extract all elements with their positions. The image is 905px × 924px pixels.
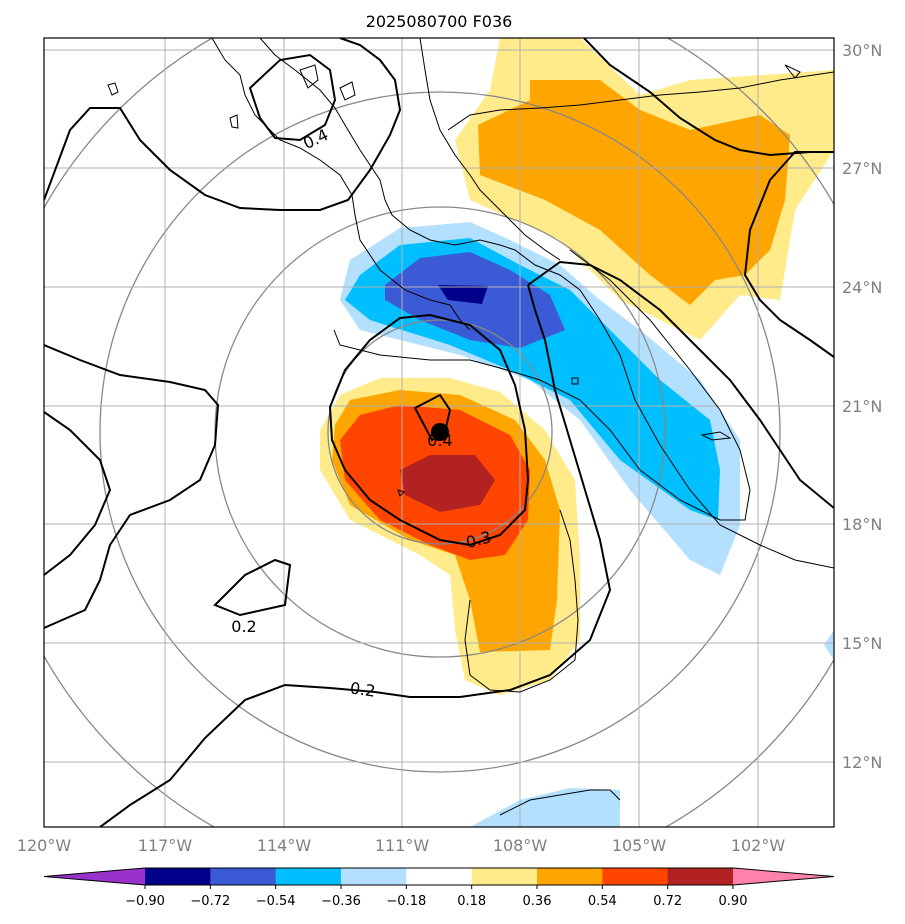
colorbar-segment — [275, 868, 342, 885]
storm-center-marker — [431, 423, 449, 441]
colorbar-tick-label: 0.72 — [653, 894, 682, 909]
chart-title: 2025080700 F036 — [366, 12, 513, 31]
colorbar-tick-label: −0.18 — [386, 894, 426, 909]
lon-label: 105°W — [612, 836, 667, 855]
colorbar: −0.90 −0.72 −0.54 −0.36 −0.18 0.18 0.36 0.54 0.7… — [43, 867, 835, 909]
lat-label: 12°N — [842, 753, 882, 772]
lat-label: 30°N — [842, 41, 882, 60]
colorbar-extend-max — [733, 868, 834, 885]
positive-anomaly-ne — [455, 38, 834, 340]
colorbar-segment — [537, 868, 603, 885]
lon-label: 102°W — [731, 836, 786, 855]
positive-anomaly-storm — [320, 378, 580, 695]
colorbar-segment — [210, 868, 277, 885]
colorbar-tick-label: 0.36 — [523, 894, 552, 909]
longitude-labels: 120°W 117°W 114°W 111°W 108°W 105°W 102°… — [17, 836, 786, 855]
colorbar-segment — [667, 868, 734, 885]
colorbar-segment — [602, 868, 669, 885]
lon-label: 120°W — [17, 836, 72, 855]
colorbar-segment — [406, 868, 473, 885]
lat-label: 24°N — [842, 278, 882, 297]
colorbar-tick-label: −0.90 — [125, 894, 165, 909]
graticule — [44, 38, 834, 827]
lon-label: 108°W — [493, 836, 548, 855]
lat-label: 15°N — [842, 634, 882, 653]
map-frame — [43, 37, 835, 828]
colorbar-tick-label: −0.72 — [190, 894, 230, 909]
lat-label: 27°N — [842, 159, 882, 178]
colorbar-tick-label: 0.54 — [588, 894, 617, 909]
lon-label: 111°W — [375, 836, 430, 855]
colorbar-segment — [341, 868, 407, 885]
colorbar-extend-min — [44, 868, 145, 885]
negative-anomaly-south — [470, 630, 834, 827]
lat-label: 18°N — [842, 515, 882, 534]
colorbar-tick-label: −0.54 — [256, 894, 296, 909]
lon-label: 114°W — [257, 836, 312, 855]
contour-label-02-west: 0.2 — [231, 617, 256, 636]
contour-label-02-south: 0.2 — [349, 678, 377, 700]
latitude-labels: 30°N 27°N 24°N 21°N 18°N 15°N 12°N — [842, 41, 882, 772]
colorbar-tick-label: 0.90 — [719, 894, 748, 909]
lat-label: 21°N — [842, 397, 882, 416]
colorbar-segment — [471, 868, 538, 885]
colorbar-tick-label: −0.36 — [321, 894, 361, 909]
lon-label: 117°W — [138, 836, 193, 855]
colorbar-tick-label: 0.18 — [457, 894, 486, 909]
map-panel: 0.4 0.4 0.3 0.2 0.2 — [44, 38, 834, 827]
contours — [44, 38, 834, 827]
coastlines — [107, 38, 834, 816]
colorbar-segment — [145, 868, 211, 885]
